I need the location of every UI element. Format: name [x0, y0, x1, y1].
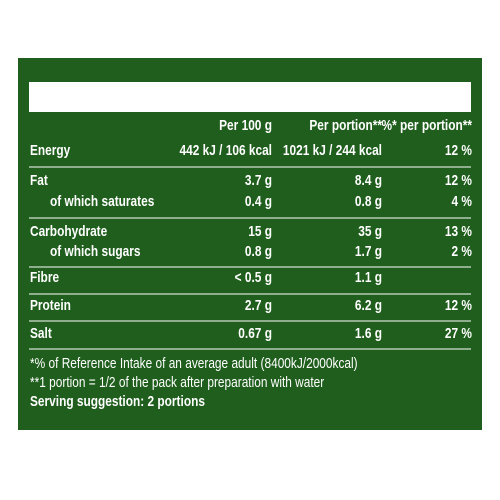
- cell: 12 %: [445, 172, 472, 188]
- cell: 0.8 g: [355, 193, 382, 209]
- footnote: **1 portion = 1/2 of the pack after prep…: [30, 374, 325, 390]
- cell: 8.4 g: [355, 172, 382, 188]
- cell: 0.67 g: [238, 325, 272, 341]
- cell: 442 kJ / 106 kcal: [179, 142, 272, 158]
- cell: 35 g: [358, 223, 382, 239]
- title-box: [29, 82, 471, 112]
- cell: 3.7 g: [245, 172, 272, 188]
- column-header: Per 100 g: [219, 117, 272, 133]
- row-label: Energy: [30, 142, 71, 158]
- row-label: of which sugars: [50, 243, 140, 259]
- column-header: Per portion**: [309, 117, 382, 133]
- cell: 12 %: [445, 297, 472, 313]
- column-header: %* per portion**: [382, 117, 473, 133]
- footnote: Serving suggestion: 2 portions: [30, 393, 205, 409]
- cell: 15 g: [248, 223, 272, 239]
- row-label: Carbohydrate: [30, 223, 107, 239]
- cell: 0.8 g: [245, 243, 272, 259]
- title: NUTRITION INFORMATION (Typical values as…: [77, 90, 423, 107]
- cell: 1.7 g: [355, 243, 382, 259]
- row-label: Salt: [30, 325, 52, 341]
- cell: 1021 kJ / 244 kcal: [283, 142, 382, 158]
- cell: 6.2 g: [355, 297, 382, 313]
- cell: < 0.5 g: [235, 269, 272, 285]
- cell: 1.1 g: [355, 269, 382, 285]
- cell: 0.4 g: [245, 193, 272, 209]
- row-label: Protein: [30, 297, 71, 313]
- content: NUTRITION INFORMATION (Typical values as…: [30, 90, 473, 409]
- footnote: *% of Reference Intake of an average adu…: [30, 355, 358, 371]
- cell: 12 %: [445, 142, 472, 158]
- cell: 13 %: [445, 223, 472, 239]
- row-label: Fibre: [30, 269, 59, 285]
- row-label: Fat: [30, 172, 48, 188]
- cell: 1.6 g: [355, 325, 382, 341]
- cell: 27 %: [445, 325, 472, 341]
- cell: 2.7 g: [245, 297, 272, 313]
- row-label: of which saturates: [50, 193, 154, 209]
- panel: [18, 58, 482, 430]
- cell: 2 %: [452, 243, 473, 259]
- cell: 4 %: [452, 193, 473, 209]
